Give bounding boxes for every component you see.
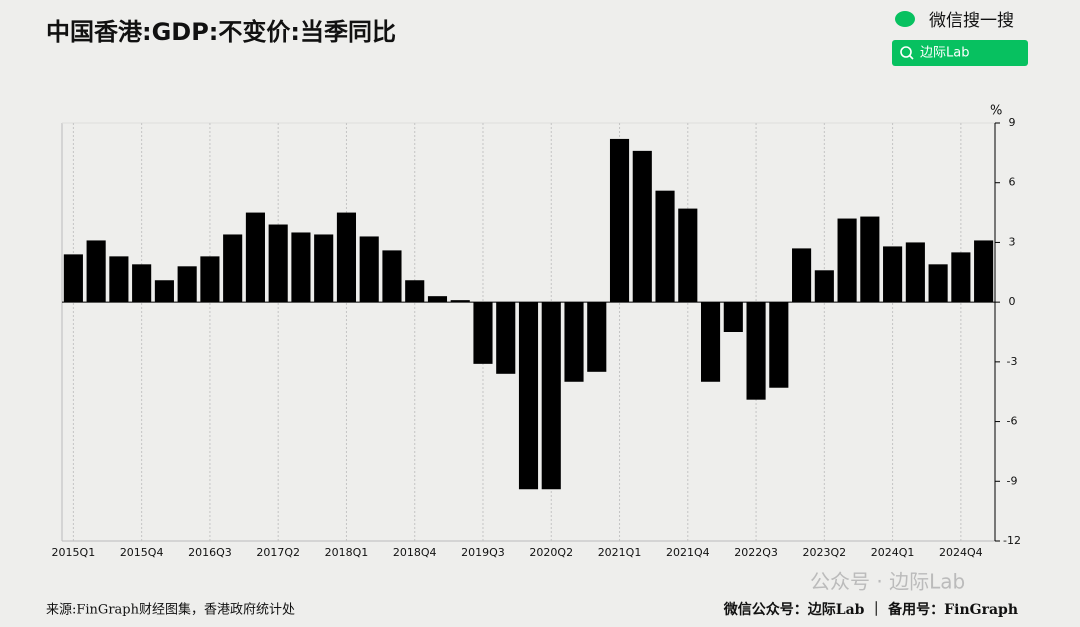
x-tick-label: 2016Q3 bbox=[188, 546, 232, 559]
y-tick-label: 6 bbox=[1009, 176, 1016, 189]
bar bbox=[928, 264, 948, 303]
bar bbox=[541, 302, 561, 490]
bar bbox=[268, 224, 288, 303]
bar bbox=[200, 256, 220, 303]
bar bbox=[792, 248, 812, 303]
bar bbox=[359, 236, 379, 303]
bar bbox=[700, 302, 721, 382]
bar bbox=[655, 190, 675, 303]
y-tick-label: 3 bbox=[1009, 235, 1016, 248]
y-tick-label: -6 bbox=[1007, 415, 1018, 428]
x-tick-label: 2024Q1 bbox=[871, 546, 915, 559]
bar bbox=[860, 216, 880, 303]
x-tick-label: 2021Q4 bbox=[666, 546, 710, 559]
bar bbox=[587, 302, 607, 372]
bar bbox=[518, 302, 539, 490]
bar bbox=[632, 150, 652, 303]
y-tick-label: -3 bbox=[1007, 355, 1018, 368]
x-tick-label: 2021Q1 bbox=[598, 546, 642, 559]
search-icon-handle bbox=[909, 55, 914, 60]
bar bbox=[746, 302, 766, 400]
watermark: 公众号 · 边际Lab bbox=[810, 570, 965, 594]
x-tick-label: 2019Q3 bbox=[461, 546, 505, 559]
x-tick-label: 2018Q4 bbox=[393, 546, 437, 559]
x-tick-label: 2015Q4 bbox=[120, 546, 164, 559]
bar bbox=[473, 302, 493, 364]
bar bbox=[450, 300, 470, 303]
bar bbox=[609, 138, 630, 303]
wechat-icon bbox=[895, 11, 915, 27]
x-tick-label: 2018Q1 bbox=[325, 546, 369, 559]
bar bbox=[723, 302, 743, 332]
x-tick-label: 2020Q2 bbox=[529, 546, 573, 559]
bar bbox=[814, 270, 834, 303]
source-note: 来源:FinGraph财经图集，香港政府统计处 bbox=[46, 602, 295, 618]
y-tick-label: -9 bbox=[1007, 474, 1018, 487]
bar bbox=[245, 212, 265, 303]
bar bbox=[678, 208, 698, 303]
bar bbox=[837, 218, 857, 303]
bar bbox=[405, 280, 425, 303]
bar bbox=[951, 252, 971, 303]
y-tick-label: 9 bbox=[1009, 116, 1016, 129]
bar bbox=[496, 302, 516, 374]
bar bbox=[154, 280, 174, 303]
bar bbox=[769, 302, 789, 388]
x-tick-label: 2023Q2 bbox=[803, 546, 847, 559]
y-tick-label: 0 bbox=[1009, 295, 1016, 308]
bar bbox=[291, 232, 311, 303]
chart-title: 中国香港:GDP:不变价:当季同比 bbox=[46, 18, 396, 46]
search-icon bbox=[900, 46, 912, 58]
credit-note: 微信公众号：边际Lab ｜ 备用号：FinGraph bbox=[723, 601, 1018, 618]
x-tick-label: 2022Q3 bbox=[734, 546, 778, 559]
bar bbox=[336, 212, 357, 303]
bar bbox=[177, 266, 197, 303]
search-box[interactable] bbox=[892, 40, 1028, 66]
search-query: 边际Lab bbox=[920, 46, 969, 61]
bar bbox=[63, 254, 83, 303]
x-tick-label: 2017Q2 bbox=[256, 546, 300, 559]
bar bbox=[974, 240, 994, 303]
bar bbox=[314, 234, 334, 303]
bar bbox=[132, 264, 152, 303]
bar bbox=[564, 302, 584, 382]
bar bbox=[86, 240, 106, 303]
search-widget: 微信搜一搜 边际Lab bbox=[892, 11, 1028, 66]
bar bbox=[382, 250, 402, 303]
bar bbox=[109, 256, 129, 303]
x-tick-label: 2024Q4 bbox=[939, 546, 983, 559]
x-tick-label: 2015Q1 bbox=[52, 546, 96, 559]
y-unit: % bbox=[990, 104, 1002, 119]
bar bbox=[427, 296, 448, 303]
y-tick-label: -12 bbox=[1003, 534, 1021, 547]
bar bbox=[905, 242, 925, 303]
bar bbox=[883, 246, 903, 303]
bar bbox=[223, 234, 243, 303]
search-brand: 微信搜一搜 bbox=[929, 11, 1014, 31]
